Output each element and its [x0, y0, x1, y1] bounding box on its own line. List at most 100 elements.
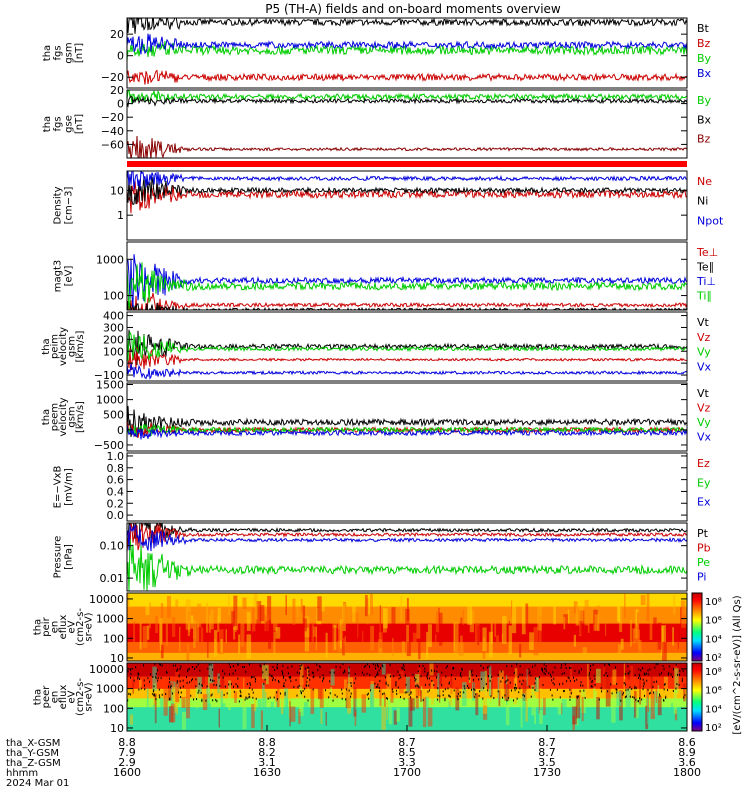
spectrogram-streak	[276, 700, 278, 731]
spectrogram-streak	[315, 626, 318, 651]
spectrogram-streak	[655, 686, 658, 703]
spectrogram-streak	[352, 599, 356, 623]
ephemeris-value: 8.5	[398, 746, 416, 759]
spectrogram-streak	[146, 687, 149, 714]
spectrogram-noise	[180, 691, 182, 694]
plot-title: P5 (TH-A) fields and on-board moments ov…	[265, 2, 561, 16]
spectrogram-streak	[624, 593, 626, 619]
ylabel-line: [cm−3]	[63, 187, 74, 225]
spectrogram-streak	[273, 631, 276, 657]
spectrogram-streak	[265, 621, 268, 635]
spectrogram-noise	[545, 665, 547, 668]
spectrogram-noise	[510, 689, 512, 692]
spectrogram-noise	[277, 679, 279, 682]
spectrogram-noise	[137, 676, 139, 679]
spectrogram-noise	[239, 689, 241, 692]
ephemeris-value: 8.7	[538, 736, 556, 749]
spectrogram-noise	[488, 665, 490, 668]
spectrogram-noise	[165, 693, 167, 696]
spectrogram-noise	[453, 667, 455, 670]
spectrogram-noise	[238, 700, 240, 703]
spectrogram-noise	[642, 678, 644, 681]
spectrogram-noise	[642, 667, 644, 670]
spectrogram-streak	[589, 671, 595, 689]
spectrogram-noise	[676, 683, 678, 686]
spectrogram-noise	[251, 675, 253, 678]
ytick-label: 100	[103, 290, 124, 303]
spectrogram-noise	[313, 675, 315, 678]
xtick-label: 1730	[533, 766, 561, 779]
spectrogram-noise	[480, 677, 482, 680]
spectrogram-noise	[668, 671, 670, 674]
spectrogram-noise	[216, 700, 218, 703]
spectrogram-noise	[350, 682, 352, 685]
spectrogram-noise	[607, 674, 609, 677]
spectrogram-noise	[348, 689, 350, 692]
spectrogram-noise	[576, 678, 578, 681]
ytick-label: 0	[117, 424, 124, 437]
spectrogram-noise	[428, 677, 430, 680]
spectrogram-noise	[467, 684, 469, 687]
spectrogram-streak	[661, 625, 666, 643]
spectrogram-noise	[283, 675, 285, 678]
spectrogram-noise	[350, 692, 352, 695]
spectrogram-streak	[330, 668, 335, 686]
spectrogram-streak	[246, 611, 251, 631]
spectrogram-noise	[363, 673, 365, 676]
spectrogram-noise	[378, 669, 380, 672]
spectrogram-streak	[202, 694, 208, 710]
spectrogram-noise	[283, 682, 285, 685]
legend-Ex: Ex	[697, 496, 711, 509]
spectrogram-noise	[212, 699, 214, 702]
spectrogram-noise	[342, 663, 344, 666]
spectrogram-noise	[539, 676, 541, 679]
spectrogram-noise	[400, 696, 402, 699]
spectrogram-streak	[438, 676, 441, 703]
spectrogram-streak	[181, 696, 186, 708]
spectrogram-streak	[536, 677, 539, 689]
spectrogram-streak	[482, 686, 488, 714]
spectrogram-streak	[498, 690, 501, 707]
spectrogram-noise	[154, 693, 156, 696]
spectrogram-streak	[657, 622, 662, 650]
spectrogram-streak	[488, 631, 493, 658]
ytick-label: 400	[103, 310, 124, 323]
spectrogram-noise	[479, 690, 481, 693]
spectrogram-noise	[309, 678, 311, 681]
spectrogram-streak	[475, 692, 479, 716]
spectrogram-streak	[640, 594, 646, 606]
spectrogram-streak	[406, 641, 411, 657]
ylabel-line: en	[49, 621, 60, 634]
spectrogram-noise	[222, 676, 224, 679]
spectrogram-streak	[127, 594, 130, 620]
spectrogram-noise	[317, 669, 319, 672]
spectrogram-streak	[342, 638, 346, 655]
spectrogram-noise	[244, 698, 246, 701]
spectrogram-noise	[277, 667, 279, 670]
spectrogram-noise	[428, 683, 430, 686]
spectrogram-noise	[535, 677, 537, 680]
spectrogram-streak	[535, 677, 539, 692]
spectrogram-noise	[355, 677, 357, 680]
spectrogram-streak	[348, 666, 350, 688]
spectrogram-noise	[246, 683, 248, 686]
spectrogram-streak	[252, 607, 256, 632]
spectrogram-noise	[284, 691, 286, 694]
spectrogram-noise	[544, 667, 546, 670]
spectrogram-noise	[684, 694, 686, 697]
spectrogram-noise	[570, 666, 572, 669]
spectrogram-noise	[193, 698, 195, 701]
spectrogram-streak	[623, 675, 625, 693]
spectrogram-noise	[424, 683, 426, 686]
spectrogram-noise	[514, 689, 516, 692]
spectrogram-noise	[312, 676, 314, 679]
spectrogram-noise	[219, 684, 221, 687]
ytick-label: 10	[110, 722, 124, 735]
spectrogram-noise	[480, 664, 482, 667]
spectrogram-noise	[252, 696, 254, 699]
spectrogram-noise	[208, 663, 210, 666]
spectrogram-noise	[161, 664, 163, 667]
series-group-pressure	[127, 523, 687, 591]
spectrogram-streak	[337, 640, 343, 652]
